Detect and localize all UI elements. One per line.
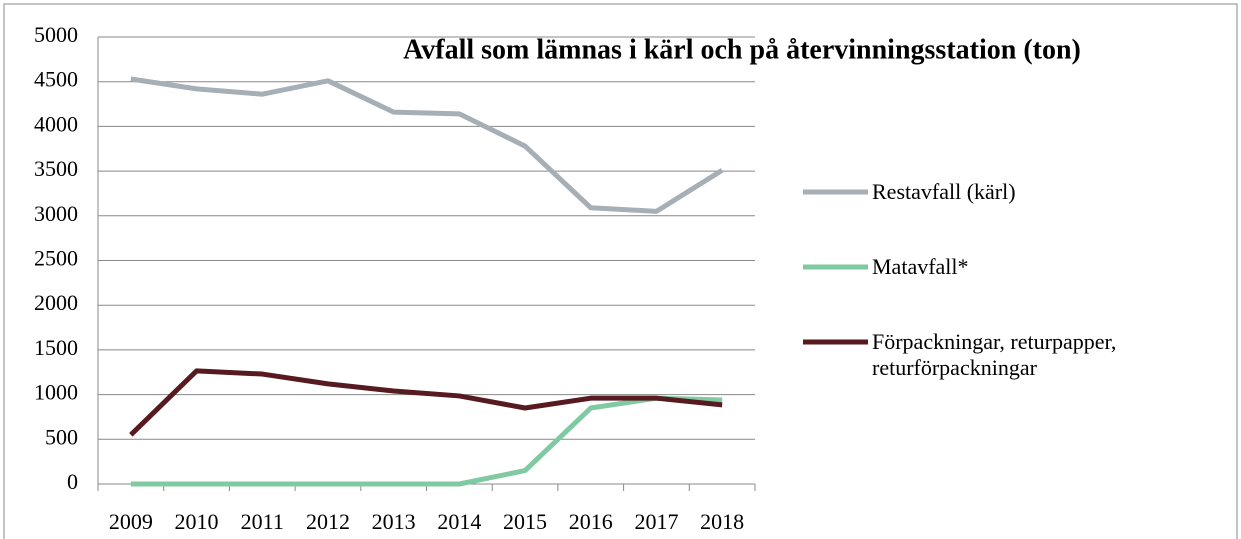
x-tick-label: 2016: [569, 509, 613, 534]
y-tick-label: 1000: [34, 380, 78, 405]
legend-label: Matavfall*: [872, 254, 969, 279]
line-series: [130, 76, 724, 214]
y-tick-label: 2000: [34, 290, 78, 315]
x-tick-label: 2009: [109, 509, 153, 534]
x-tick-label: 2012: [306, 509, 350, 534]
y-tick-label: 3000: [34, 201, 78, 226]
y-tick-label: 500: [45, 424, 78, 449]
y-tick-label: 5000: [34, 22, 78, 47]
y-tick-label: 0: [67, 469, 78, 494]
chart-border: [3, 3, 1238, 539]
x-tick-label: 2011: [241, 509, 284, 534]
x-tick-label: 2018: [700, 509, 744, 534]
x-tick-label: 2015: [503, 509, 547, 534]
y-tick-label: 3500: [34, 156, 78, 181]
x-tick-label: 2017: [634, 509, 678, 534]
line-series: [130, 395, 723, 487]
x-tick-label: 2010: [175, 509, 219, 534]
chart-title: Avfall som lämnas i kärl och på återvinn…: [403, 34, 1081, 65]
x-tick-label: 2013: [372, 509, 416, 534]
legend-label: Förpackningar, returpapper, returförpack…: [872, 329, 1117, 380]
y-tick-label: 1500: [34, 335, 78, 360]
y-tick-label: 4500: [34, 67, 78, 92]
line-series: [129, 368, 723, 437]
x-tick-label: 2014: [437, 509, 481, 534]
y-tick-label: 4000: [34, 111, 78, 136]
legend-label: Restavfall (kärl): [872, 179, 1016, 204]
y-tick-label: 2500: [34, 246, 78, 271]
